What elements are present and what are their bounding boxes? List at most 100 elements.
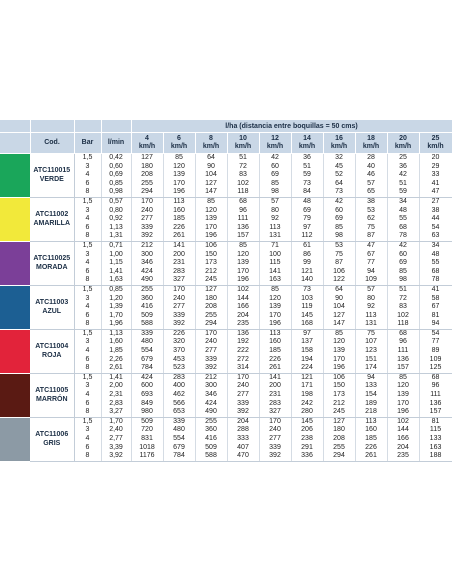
lha-value: 80 xyxy=(355,294,388,304)
lha-value: 180 xyxy=(323,426,356,435)
nozzle-model-cell: ATC110015 VERDE xyxy=(30,153,75,198)
header-speed-2: 8 km/h xyxy=(195,132,228,154)
lha-value: 118 xyxy=(227,188,260,198)
lha-value: 392 xyxy=(131,232,164,242)
lha-value: 231 xyxy=(163,259,196,268)
header-speed-3: 10 km/h xyxy=(227,132,260,154)
lha-value: 98 xyxy=(259,188,292,198)
lha-value: 212 xyxy=(195,267,228,277)
lha-value: 69 xyxy=(291,206,324,216)
lha-value: 160 xyxy=(355,426,388,435)
lha-value: 69 xyxy=(387,259,420,268)
flow-lmin-value: 2,26 xyxy=(101,355,132,365)
lha-value: 170 xyxy=(387,399,420,409)
lha-value: 36 xyxy=(291,153,324,163)
lha-value: 103 xyxy=(291,294,324,304)
lha-value: 327 xyxy=(259,408,292,418)
flow-lmin-value: 1,15 xyxy=(101,259,132,268)
lha-value: 51 xyxy=(387,179,420,189)
lha-value: 29 xyxy=(419,162,452,172)
lha-value: 120 xyxy=(163,162,196,172)
lha-value: 424 xyxy=(195,399,228,409)
lha-value: 255 xyxy=(195,311,228,321)
lha-value: 139 xyxy=(323,347,356,356)
lha-value: 131 xyxy=(259,232,292,242)
lha-value: 42 xyxy=(387,241,420,251)
bar-value: 8 xyxy=(74,276,102,286)
lha-value: 261 xyxy=(163,232,196,242)
lha-value: 111 xyxy=(419,391,452,400)
lha-value: 125 xyxy=(419,364,452,374)
bar-value: 3 xyxy=(74,162,102,172)
lha-value: 294 xyxy=(323,452,356,462)
lha-value: 226 xyxy=(163,223,196,233)
lha-value: 188 xyxy=(419,452,452,462)
lha-value: 67 xyxy=(419,303,452,312)
lha-value: 131 xyxy=(355,320,388,330)
lha-value: 242 xyxy=(291,399,324,409)
table-row: 3 2,00 600 400 300 240 200 171 150 133 120 96 xyxy=(0,382,452,392)
lha-value: 196 xyxy=(195,232,228,242)
lha-value: 68 xyxy=(387,223,420,233)
lha-value: 113 xyxy=(259,223,292,233)
bar-value: 4 xyxy=(74,303,102,312)
lha-value: 123 xyxy=(355,347,388,356)
lha-value: 360 xyxy=(195,426,228,435)
bar-value: 3 xyxy=(74,382,102,392)
lha-value: 180 xyxy=(195,294,228,304)
table-row: 8 3,27 980 653 490 392 327 280 245 218 196 157 xyxy=(0,408,452,418)
lha-value: 127 xyxy=(323,311,356,321)
bar-value: 6 xyxy=(74,399,102,409)
flow-lmin-value: 0,60 xyxy=(101,162,132,172)
flow-lmin-value: 0,57 xyxy=(101,197,132,207)
nozzle-color-name: AZUL xyxy=(42,308,62,316)
flow-lmin-value: 1,31 xyxy=(101,232,132,242)
lha-value: 280 xyxy=(291,408,324,418)
lha-value: 139 xyxy=(387,391,420,400)
lha-value: 170 xyxy=(227,267,260,277)
lha-value: 127 xyxy=(195,285,228,295)
lha-value: 392 xyxy=(163,320,196,330)
lha-value: 57 xyxy=(355,285,388,295)
lha-value: 272 xyxy=(227,355,260,365)
lha-value: 136 xyxy=(419,399,452,409)
header-speed-7: 18 km/h xyxy=(355,132,388,154)
lha-value: 141 xyxy=(163,241,196,251)
bar-value: 6 xyxy=(74,179,102,189)
lha-value: 64 xyxy=(195,153,228,163)
table-row: 4 0,69 208 139 104 83 69 59 52 46 42 33 xyxy=(0,171,452,180)
lha-value: 102 xyxy=(387,417,420,427)
bar-value: 1,5 xyxy=(74,417,102,427)
lha-value: 208 xyxy=(195,303,228,312)
flow-lmin-value: 2,77 xyxy=(101,435,132,444)
lha-value: 121 xyxy=(291,267,324,277)
lha-value: 38 xyxy=(355,197,388,207)
lha-value: 90 xyxy=(323,294,356,304)
lha-value: 300 xyxy=(131,250,164,260)
lha-value: 25 xyxy=(387,153,420,163)
bar-value: 3 xyxy=(74,294,102,304)
lha-value: 89 xyxy=(419,347,452,356)
lha-value: 849 xyxy=(131,399,164,409)
lha-value: 554 xyxy=(131,347,164,356)
header-lmin-top xyxy=(101,120,132,133)
header-spacer xyxy=(0,120,31,133)
lha-value: 320 xyxy=(163,338,196,348)
lha-value: 84 xyxy=(291,188,324,198)
nozzle-color-name: MARRÓN xyxy=(36,396,68,404)
lha-value: 57 xyxy=(259,197,292,207)
lha-value: 204 xyxy=(387,443,420,453)
table-row: 6 2,26 679 453 339 272 226 194 170 151 136 109 xyxy=(0,355,452,365)
lha-value: 119 xyxy=(291,303,324,312)
lha-value: 300 xyxy=(195,382,228,392)
lha-value: 196 xyxy=(227,276,260,286)
lha-value: 133 xyxy=(355,382,388,392)
lha-value: 120 xyxy=(195,206,228,216)
lha-value: 333 xyxy=(227,435,260,444)
table-row: 8 3,92 1176 784 588 470 392 336 294 261 235 188 xyxy=(0,452,452,462)
lha-value: 180 xyxy=(131,162,164,172)
lha-value: 490 xyxy=(131,276,164,286)
header-speed-5: 14 km/h xyxy=(291,132,324,154)
lha-value: 163 xyxy=(419,443,452,453)
bar-value: 4 xyxy=(74,347,102,356)
